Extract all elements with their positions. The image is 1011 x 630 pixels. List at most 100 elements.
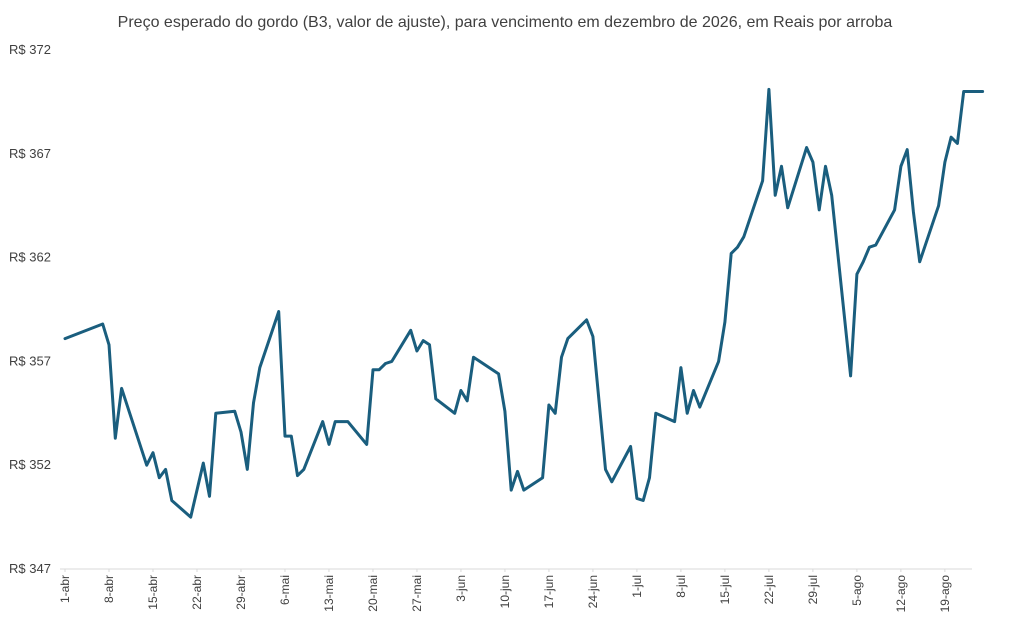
data-point (478, 360, 481, 363)
x-tick-label: 19-ago (938, 575, 952, 613)
data-point (962, 90, 965, 93)
data-point (610, 480, 613, 483)
data-point (302, 468, 305, 471)
data-point (780, 165, 783, 168)
data-point (277, 310, 280, 313)
data-point (591, 335, 595, 338)
data-point (893, 208, 896, 212)
data-point (246, 468, 249, 471)
data-point (830, 194, 833, 197)
data-point (912, 210, 915, 214)
series-group (63, 87, 985, 519)
data-point (981, 90, 984, 93)
data-point (818, 208, 821, 212)
data-point (516, 470, 519, 473)
data-point (767, 88, 771, 91)
x-tick-label: 22-jul (762, 575, 776, 604)
data-point (742, 235, 745, 238)
data-point (252, 401, 255, 405)
data-point (378, 368, 381, 371)
x-tick-label: 15-abr (146, 575, 160, 610)
data-point (472, 356, 475, 359)
x-tick-label: 1-jul (630, 575, 644, 598)
data-point (554, 412, 557, 415)
data-point (258, 366, 261, 369)
data-point (598, 401, 601, 405)
x-tick-label: 10-jun (498, 575, 512, 608)
data-point (114, 437, 117, 440)
data-point (874, 243, 877, 247)
data-point (384, 362, 387, 365)
y-tick-label: R$ 347 (9, 561, 51, 576)
data-point (321, 420, 324, 423)
data-point (956, 142, 959, 145)
y-axis-ticks: R$ 347 R$ 352 R$ 357 R$ 362 R$ 367 R$ 372 (9, 42, 51, 576)
x-tick-label: 8-jul (674, 575, 688, 598)
data-point (673, 420, 676, 423)
data-point (371, 368, 375, 371)
data-point (899, 165, 903, 168)
y-tick-label: R$ 367 (9, 146, 51, 161)
data-point (365, 443, 368, 446)
data-point (202, 461, 205, 465)
data-point (629, 445, 632, 448)
data-point (107, 343, 111, 346)
data-point (686, 412, 689, 415)
data-point (811, 160, 815, 164)
data-point (730, 252, 733, 255)
data-point (604, 468, 607, 471)
data-point (943, 160, 947, 164)
x-tick-label: 22-abr (190, 575, 204, 610)
data-point (805, 146, 808, 149)
data-point (774, 194, 777, 197)
data-point (63, 337, 67, 340)
y-tick-label: R$ 352 (9, 457, 51, 472)
x-tick-label: 3-jun (454, 575, 468, 602)
x-tick-label: 8-abr (102, 575, 116, 603)
data-point (906, 148, 909, 151)
data-point (717, 360, 720, 363)
data-point (453, 412, 456, 415)
data-point (459, 389, 463, 392)
data-point (635, 497, 639, 500)
data-point (503, 410, 507, 413)
data-point (937, 204, 940, 207)
data-point (918, 260, 921, 263)
x-tick-label: 13-mai (322, 575, 336, 612)
x-tick-label: 12-ago (894, 575, 908, 613)
data-point (428, 343, 431, 346)
x-tick-label: 5-ago (850, 575, 864, 606)
x-tick-label: 27-mai (410, 575, 424, 612)
x-tick-label: 17-jun (542, 575, 556, 608)
data-point (415, 349, 419, 353)
data-point (648, 476, 651, 479)
data-point (692, 389, 695, 392)
data-point (290, 434, 293, 438)
y-tick-label: R$ 362 (9, 250, 51, 265)
data-point (390, 360, 393, 363)
data-point (510, 488, 513, 492)
data-point (736, 246, 739, 249)
data-point (642, 499, 645, 502)
data-point (164, 468, 167, 471)
data-point (327, 443, 331, 446)
data-point (541, 476, 544, 479)
data-point (547, 403, 551, 407)
x-tick-label: 29-abr (234, 575, 248, 610)
data-point (698, 405, 701, 409)
data-point (158, 476, 161, 479)
series-line (63, 87, 985, 519)
data-point (239, 430, 243, 434)
data-point (761, 179, 764, 182)
data-point (855, 273, 859, 276)
data-point (654, 412, 657, 415)
data-point (120, 387, 123, 390)
data-point (560, 356, 563, 359)
data-point (145, 464, 148, 467)
x-tick-label: 6-mai (278, 575, 292, 605)
data-point (497, 372, 500, 376)
data-point (585, 318, 588, 322)
data-point (868, 246, 871, 249)
data-point (170, 499, 173, 502)
